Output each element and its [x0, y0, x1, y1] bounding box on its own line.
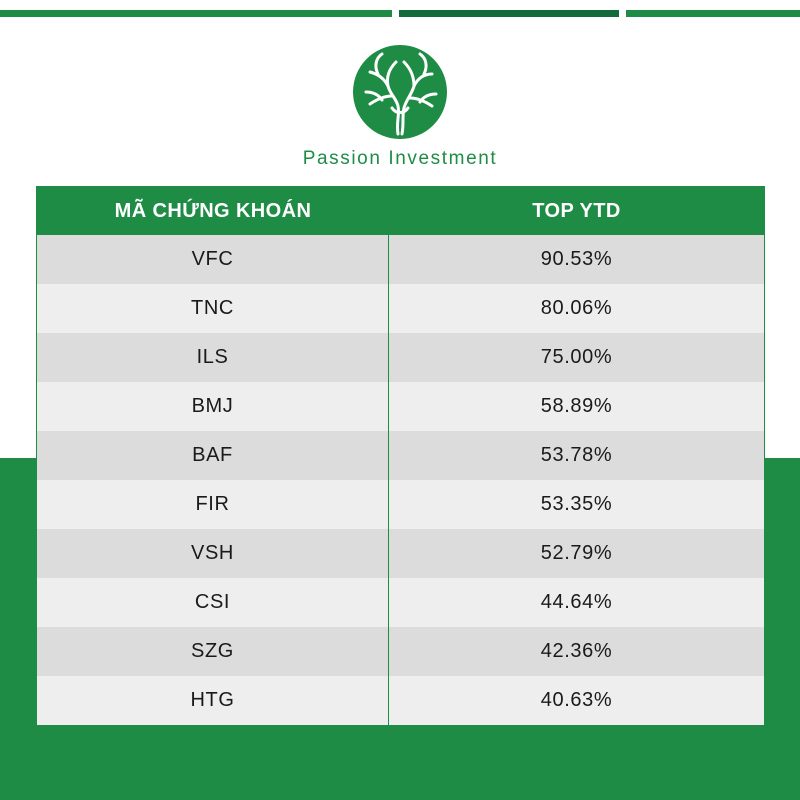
table-row: HTG 40.63% [37, 676, 764, 725]
table-row: FIR 53.35% [37, 480, 764, 529]
table-header-row: MÃ CHỨNG KHOÁN TOP YTD [37, 187, 764, 235]
ticker-cell: ILS [37, 333, 389, 382]
ytd-cell: 52.79% [540, 542, 613, 564]
table-row: SZG 42.36% [37, 627, 764, 676]
header-top-ytd: TOP YTD [532, 199, 621, 222]
ticker-cell: BAF [37, 431, 389, 480]
ticker-cell: TNC [37, 284, 389, 333]
tree-circle-icon [352, 44, 448, 140]
table-row: ILS 75.00% [37, 333, 764, 382]
ticker-cell: SZG [37, 627, 389, 676]
table-row: BAF 53.78% [37, 431, 764, 480]
top-ytd-table: MÃ CHỨNG KHOÁN TOP YTD VFC 90.53% TNC 80.06… [36, 186, 765, 725]
top-accent-bar-center [399, 10, 619, 17]
ticker-cell: VFC [37, 235, 389, 284]
table-row: CSI 44.64% [37, 578, 764, 627]
ticker-cell: BMJ [37, 382, 389, 431]
ticker-cell: FIR [37, 480, 389, 529]
ytd-cell: 75.00% [540, 346, 613, 368]
table-row: BMJ 58.89% [37, 382, 764, 431]
table-row: TNC 80.06% [37, 284, 764, 333]
ytd-cell: 53.78% [540, 444, 613, 466]
table-row: VSH 52.79% [37, 529, 764, 578]
top-accent-bar-right [626, 10, 800, 17]
ytd-cell: 44.64% [540, 591, 613, 613]
table-row: VFC 90.53% [37, 235, 764, 284]
brand-name: Passion Investment [302, 148, 498, 169]
ticker-cell: CSI [37, 578, 389, 627]
ytd-cell: 80.06% [540, 297, 613, 319]
ytd-cell: 53.35% [540, 493, 613, 515]
ytd-cell: 90.53% [540, 248, 613, 270]
ytd-cell: 40.63% [540, 689, 613, 711]
header-ticker: MÃ CHỨNG KHOÁN [114, 199, 312, 222]
ticker-cell: HTG [37, 676, 389, 725]
top-accent-bar-left [0, 10, 392, 17]
ytd-cell: 58.89% [540, 395, 613, 417]
ticker-cell: VSH [37, 529, 389, 578]
ytd-cell: 42.36% [540, 640, 613, 662]
